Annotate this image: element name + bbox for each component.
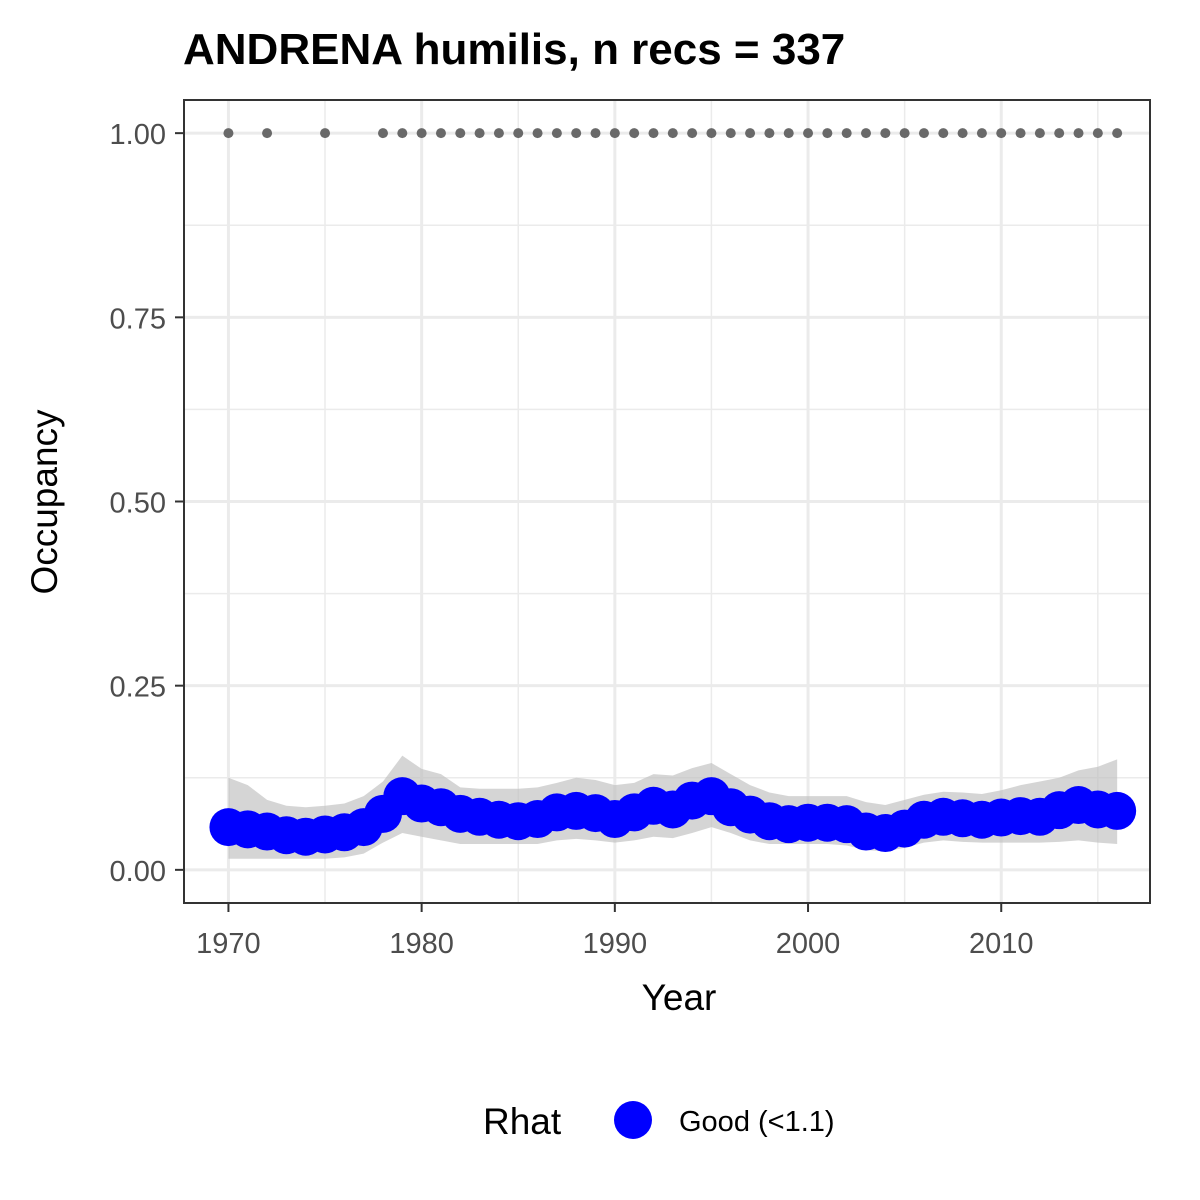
- x-axis-title: Year: [642, 977, 717, 1018]
- y-tick-label: 0.00: [110, 856, 166, 888]
- record-point: [667, 128, 678, 139]
- y-tick-label: 0.25: [110, 672, 166, 704]
- record-point: [745, 128, 756, 139]
- record-point: [822, 128, 833, 139]
- legend-label-good: Good (<1.1): [679, 1106, 835, 1138]
- record-point: [378, 128, 388, 139]
- legend-key-good: [614, 1101, 652, 1139]
- occupancy-point: [1098, 791, 1137, 830]
- record-point: [513, 128, 524, 139]
- record-point: [532, 128, 543, 139]
- record-point: [899, 128, 910, 139]
- record-point: [783, 128, 794, 139]
- y-tick-label: 0.75: [110, 303, 166, 335]
- record-point: [1054, 128, 1065, 139]
- x-tick-label: 1980: [389, 928, 454, 960]
- record-point: [957, 128, 968, 139]
- record-point: [1112, 128, 1123, 139]
- x-tick-label: 2000: [776, 928, 841, 960]
- record-point: [262, 128, 273, 139]
- legend-title: Rhat: [483, 1101, 562, 1142]
- record-point: [803, 128, 814, 139]
- record-point: [455, 128, 466, 139]
- record-point: [861, 128, 871, 139]
- axes: 1970 1980 1990 2000 2010 0.00 0.25 0.50 0.75 1.00: [110, 119, 1034, 960]
- record-point: [764, 128, 775, 139]
- record-point: [976, 128, 987, 139]
- record-point: [725, 128, 736, 139]
- record-point: [223, 128, 234, 139]
- plot-panel: [183, 99, 1151, 904]
- record-point: [841, 128, 852, 139]
- x-tick-label: 1970: [196, 928, 261, 960]
- record-point: [1092, 128, 1103, 139]
- record-point: [629, 128, 640, 139]
- record-point: [590, 128, 601, 139]
- record-point: [397, 128, 408, 139]
- record-point: [918, 128, 929, 139]
- record-point: [996, 128, 1007, 139]
- record-point: [320, 128, 331, 139]
- record-point: [551, 128, 562, 139]
- record-point: [474, 128, 485, 139]
- legend: Rhat Good (<1.1): [483, 1101, 835, 1142]
- y-tick-label: 1.00: [110, 119, 166, 151]
- record-point: [648, 128, 659, 139]
- record-point: [687, 128, 698, 139]
- record-point: [416, 128, 427, 139]
- record-points-layer: [223, 128, 1123, 139]
- gridlines: [184, 100, 1150, 903]
- record-point: [493, 128, 504, 139]
- record-point: [571, 128, 582, 139]
- y-tick-label: 0.50: [110, 488, 166, 520]
- record-point: [938, 128, 949, 139]
- x-tick-label: 2010: [969, 928, 1034, 960]
- record-point: [706, 128, 717, 139]
- record-point: [1015, 128, 1026, 139]
- record-point: [1034, 128, 1045, 139]
- record-point: [880, 128, 891, 139]
- record-point: [435, 128, 446, 139]
- record-point: [609, 128, 620, 139]
- chart-title: ANDRENA humilis, n recs = 337: [183, 25, 845, 74]
- record-point: [1073, 128, 1084, 139]
- x-tick-label: 1990: [583, 928, 648, 960]
- occupancy-points-layer: [209, 777, 1137, 856]
- y-axis-title: Occupancy: [24, 409, 65, 595]
